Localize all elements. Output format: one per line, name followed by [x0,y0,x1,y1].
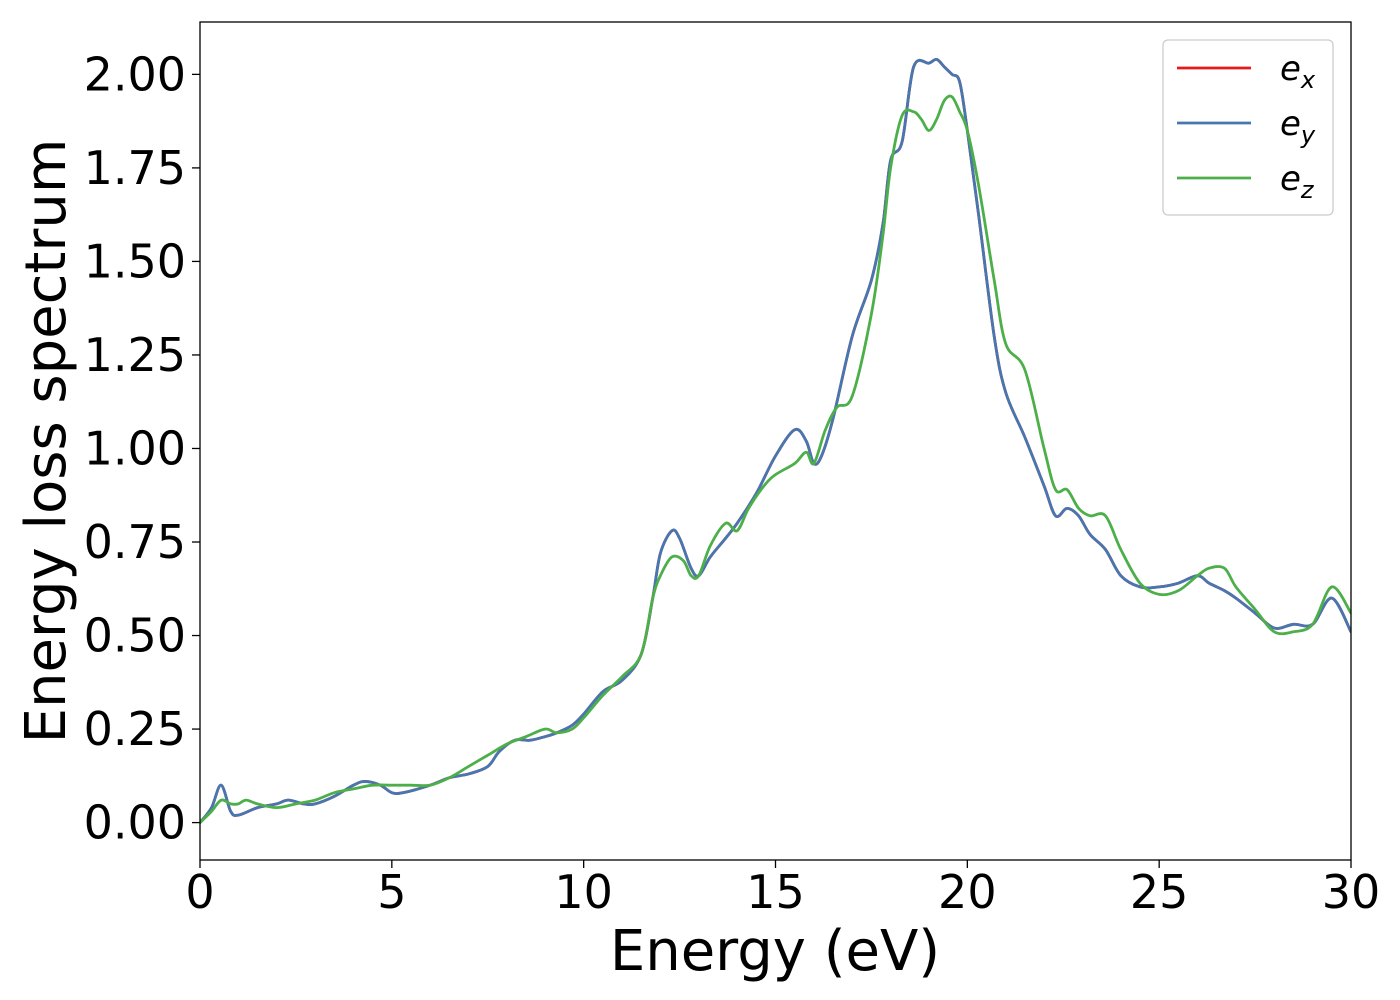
x-tick-label: 30 [1322,865,1381,919]
y-tick-label: 1.00 [84,421,186,475]
x-tick-label: 10 [554,865,613,919]
y-axis: 0.00 0.25 0.50 0.75 1.00 1.25 1.50 1.75 2.00 [84,47,200,850]
x-tick-label: 25 [1130,865,1189,919]
y-axis-label: Energy loss spectrum [14,139,79,744]
x-tick-label: 15 [746,865,805,919]
x-axis-label: Energy (eV) [610,919,940,984]
series-line-z [200,94,1351,824]
x-tick-label: 5 [377,865,406,919]
plot-area [200,22,1351,860]
legend: ex ey ez [1162,39,1334,216]
legend-label-y: ey [1280,104,1316,149]
y-tick-label: 1.50 [84,234,186,288]
y-tick-label: 0.00 [84,796,186,850]
legend-label-z: ez [1280,159,1315,204]
y-tick-label: 0.25 [84,702,186,756]
x-tick-label: 20 [938,865,997,919]
x-axis: 0 5 10 15 20 25 30 [185,860,1380,919]
y-tick-label: 1.75 [84,141,186,195]
x-tick-label: 0 [185,865,214,919]
legend-box [1162,39,1334,216]
y-tick-label: 1.25 [84,328,186,382]
y-tick-label: 0.75 [84,515,186,569]
series-line-y [200,57,1351,824]
legend-label-x: ex [1280,49,1316,94]
y-tick-label: 2.00 [84,47,186,101]
y-tick-label: 0.50 [84,609,186,663]
